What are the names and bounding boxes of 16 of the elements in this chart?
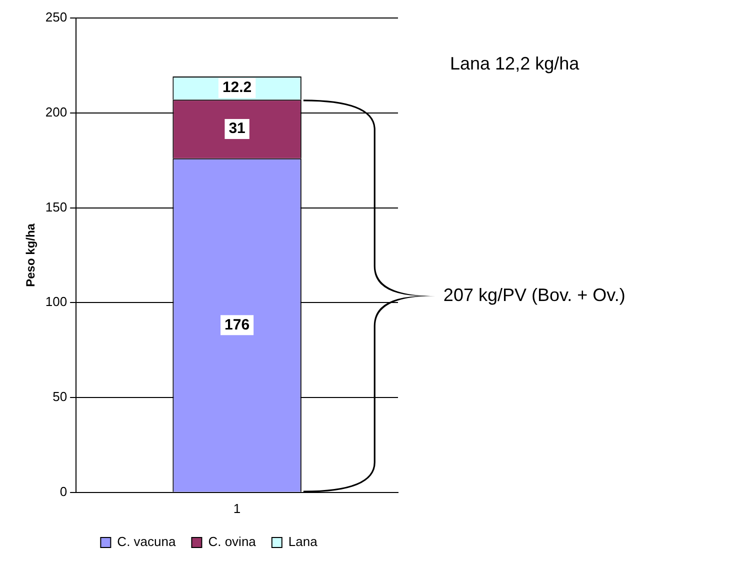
y-tick-label: 100 (45, 294, 68, 310)
y-tick-label: 50 (52, 389, 68, 404)
legend-label: Lana (288, 534, 318, 550)
y-tick-label: 200 (45, 104, 68, 120)
y-axis-title: Peso kg/ha (24, 223, 38, 287)
y-tick-label: 250 (45, 10, 68, 25)
legend-label: C. ovina (208, 534, 257, 550)
data-label: 176 (224, 316, 250, 334)
data-label: 12.2 (222, 79, 252, 96)
text: 207 kg/PV (Bov. + Ov.) (443, 284, 626, 305)
y-tick-label: 0 (60, 484, 68, 499)
y-tick-label: 150 (45, 199, 68, 214)
legend-label: C. vacuna (117, 534, 176, 550)
text: Lana 12,2 kg/ha (450, 53, 580, 74)
data-label: 31 (228, 120, 246, 138)
x-tick-label: 1 (233, 500, 241, 516)
